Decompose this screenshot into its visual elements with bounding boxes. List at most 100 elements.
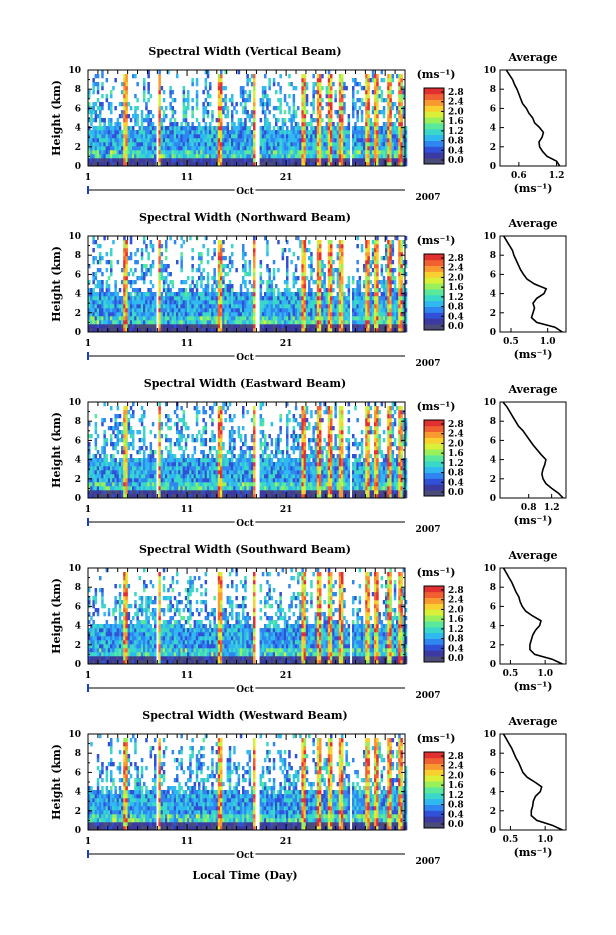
heatmap-cell bbox=[180, 130, 183, 134]
heatmap-cell bbox=[339, 110, 342, 114]
heatmap-cell bbox=[295, 276, 298, 280]
heatmap-cell bbox=[332, 276, 335, 280]
heatmap-cell bbox=[337, 268, 340, 272]
y-tick-label: 4 bbox=[75, 124, 81, 134]
heatmap-cell bbox=[121, 458, 124, 462]
heatmap-cell bbox=[90, 122, 93, 126]
heatmap-cell bbox=[264, 312, 267, 316]
heatmap-cell bbox=[297, 304, 300, 308]
heatmap-cell bbox=[183, 98, 186, 102]
heatmap-cell bbox=[365, 320, 368, 324]
heatmap-cell bbox=[389, 158, 392, 162]
heatmap-cell bbox=[337, 252, 340, 256]
heatmap-cell bbox=[169, 138, 172, 142]
heatmap-cell bbox=[218, 244, 221, 248]
heatmap-cell bbox=[132, 134, 135, 138]
heatmap-cells bbox=[88, 402, 407, 498]
heatmap-cell bbox=[284, 304, 287, 308]
heatmap-cell bbox=[169, 94, 172, 98]
heatmap-cell bbox=[231, 320, 234, 324]
heatmap-cell bbox=[123, 114, 126, 118]
heatmap-cell bbox=[356, 150, 359, 154]
heatmap-cell bbox=[246, 150, 249, 154]
heatmap-cell bbox=[288, 94, 291, 98]
heatmap-cell bbox=[317, 312, 320, 316]
heatmap-cell bbox=[95, 256, 98, 260]
heatmap-cell bbox=[242, 304, 245, 308]
heatmap-cell bbox=[392, 308, 395, 312]
heatmap-cell bbox=[187, 312, 190, 316]
heatmap-cell bbox=[253, 114, 256, 118]
heatmap-cell bbox=[200, 304, 203, 308]
heatmap-cell bbox=[271, 312, 274, 316]
heatmap-cell bbox=[183, 300, 186, 304]
heatmap-cell bbox=[348, 158, 351, 162]
heatmap-cell bbox=[374, 114, 377, 118]
heatmap-cell bbox=[187, 146, 190, 150]
heatmap-cell bbox=[312, 304, 315, 308]
heatmap-cell bbox=[293, 98, 296, 102]
heatmap-cell bbox=[356, 134, 359, 138]
heatmap-cell bbox=[172, 90, 175, 94]
heatmap-cell bbox=[152, 142, 155, 146]
heatmap-cell bbox=[392, 292, 395, 296]
heatmap-cell bbox=[321, 150, 324, 154]
heatmap-cell bbox=[321, 118, 324, 122]
heatmap-cell bbox=[244, 272, 247, 276]
heatmap-cell bbox=[112, 316, 115, 320]
heatmap-cell bbox=[330, 154, 333, 158]
heatmap-cell bbox=[136, 324, 139, 328]
heatmap-cell bbox=[315, 154, 318, 158]
heatmap-cell bbox=[183, 118, 186, 122]
heatmap-cell bbox=[101, 418, 104, 422]
heatmap-cell bbox=[293, 304, 296, 308]
heatmap-cell bbox=[275, 296, 278, 300]
heatmap-cell bbox=[200, 280, 203, 284]
heatmap-cell bbox=[253, 142, 256, 146]
heatmap-cell bbox=[92, 106, 95, 110]
heatmap-cell bbox=[196, 134, 199, 138]
heatmap-cell bbox=[103, 150, 106, 154]
heatmap-cell bbox=[361, 300, 364, 304]
heatmap-cell bbox=[341, 138, 344, 142]
heatmap-cell bbox=[227, 316, 230, 320]
heatmap-cell bbox=[279, 134, 282, 138]
heatmap-cell bbox=[125, 74, 128, 78]
heatmap-cell bbox=[147, 308, 150, 312]
heatmap-cell bbox=[396, 236, 399, 240]
colorbar-swatch bbox=[424, 123, 444, 129]
heatmap-cell bbox=[123, 442, 126, 446]
heatmap-cell bbox=[361, 296, 364, 300]
heatmap-cell bbox=[183, 138, 186, 142]
heatmap-cell bbox=[101, 142, 104, 146]
heatmap-cell bbox=[163, 320, 166, 324]
heatmap-cell bbox=[301, 82, 304, 86]
heatmap-cell bbox=[103, 320, 106, 324]
heatmap-cell bbox=[354, 324, 357, 328]
heatmap-cell bbox=[392, 280, 395, 284]
heatmap-cell bbox=[262, 142, 265, 146]
heatmap-cell bbox=[266, 142, 269, 146]
heatmap-cell bbox=[202, 110, 205, 114]
heatmap-cell bbox=[117, 316, 120, 320]
heatmap-cell bbox=[141, 142, 144, 146]
heatmap-cell bbox=[185, 126, 188, 130]
heatmap-cell bbox=[387, 244, 390, 248]
heatmap-cell bbox=[117, 296, 120, 300]
heatmap-cell bbox=[130, 118, 133, 122]
heatmap-cell bbox=[110, 260, 113, 264]
heatmap-cell bbox=[330, 118, 333, 122]
heatmap-cell bbox=[299, 240, 302, 244]
heatmap-cell bbox=[242, 158, 245, 162]
heatmap-cell bbox=[387, 126, 390, 130]
heatmap-cell bbox=[273, 150, 276, 154]
heatmap-cell bbox=[383, 320, 386, 324]
heatmap-cell bbox=[310, 114, 313, 118]
heatmap-cell bbox=[207, 90, 210, 94]
heatmap-cell bbox=[220, 316, 223, 320]
heatmap-cell bbox=[194, 304, 197, 308]
heatmap-cell bbox=[165, 300, 168, 304]
heatmap-cell bbox=[218, 292, 221, 296]
heatmap-cell bbox=[227, 154, 230, 158]
heatmap-cell bbox=[249, 272, 252, 276]
